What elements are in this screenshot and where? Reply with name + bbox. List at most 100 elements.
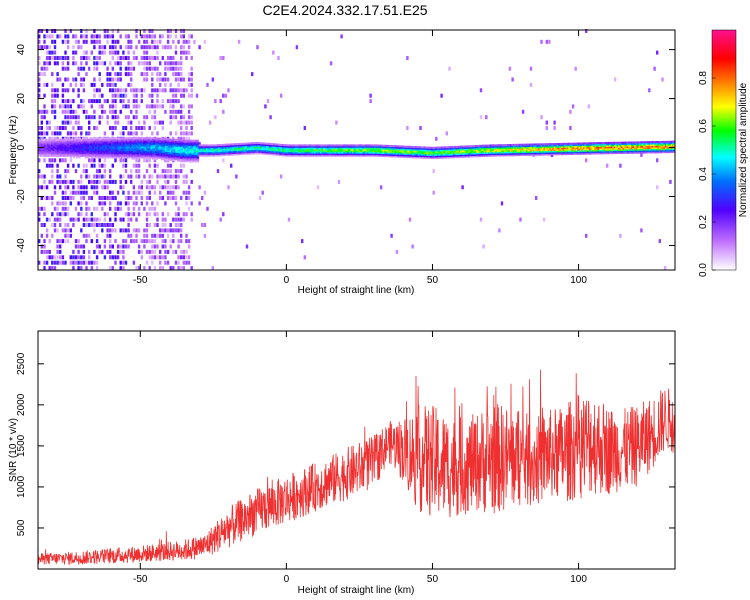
spectrogram-cell (106, 249, 109, 254)
spectrogram-ridge-cell (95, 138, 97, 141)
spectrogram-cell (169, 56, 172, 60)
spectrogram-ridge-cell (229, 146, 232, 149)
spectrogram-ridge-cell (463, 149, 465, 152)
spectrogram-ridge-cell (135, 143, 138, 146)
spectrogram-ridge-cell (200, 145, 202, 148)
spectrogram-cell (56, 212, 59, 217)
spectrogram-ridge-cell (416, 153, 419, 156)
spectrogram-ridge-cell (359, 151, 362, 154)
spectrogram-ridge-cell (384, 153, 387, 156)
spectrogram-ridge-cell (501, 144, 503, 147)
spectrogram-ridge-cell (89, 153, 91, 156)
spectrogram-ridge-cell (296, 150, 299, 153)
spectrogram-ridge-cell (531, 143, 534, 146)
spectrogram-cell (85, 260, 88, 265)
spectrogram-ridge-cell (70, 141, 72, 144)
spectrogram-cell (130, 131, 133, 136)
spectrogram-ridge-cell (533, 146, 536, 149)
spectrogram-cell (56, 88, 59, 93)
spectrogram-ridge-cell (377, 148, 379, 151)
spectrogram-cell (116, 115, 120, 120)
spectrogram-ridge-cell (138, 149, 141, 151)
spectrogram-cell (38, 260, 41, 265)
spectrogram-ridge-cell (485, 147, 487, 150)
spectrogram-ridge-cell (527, 145, 530, 148)
spectrogram-cell (166, 190, 170, 195)
spectrogram-ridge-cell (527, 150, 530, 153)
spectrogram-ridge-cell (248, 142, 251, 145)
spectrogram-ridge-cell (165, 151, 167, 154)
spectrogram-ridge-cell (114, 144, 116, 147)
spectrogram-ridge-cell (80, 153, 83, 156)
spectrogram-cell (151, 56, 154, 60)
spectrogram-ridge-cell (277, 146, 280, 149)
spectrogram-ridge-cell (460, 151, 462, 154)
spectrogram-ridge-cell (528, 146, 531, 149)
spectrogram-ridge-cell (42, 154, 45, 157)
spectrogram-cell (124, 72, 128, 77)
spectrogram-ridge-cell (131, 152, 134, 154)
spectrogram-ridge-cell (144, 138, 147, 141)
spectrogram-cell (172, 266, 175, 271)
spectrogram-ridge-cell (118, 156, 121, 159)
spectrogram-ridge-cell (39, 153, 42, 156)
spectrogram-cell (61, 206, 65, 211)
spectrogram-cell (135, 99, 138, 104)
spectrogram-ridge-cell (118, 138, 121, 141)
spectrogram-ridge-cell (435, 151, 438, 154)
spectrogram-ridge-cell (382, 152, 385, 155)
spectrogram-ridge-cell (238, 144, 240, 147)
spectrogram-cell (103, 174, 107, 179)
spectrogram-cell (164, 217, 167, 222)
spectrogram-ridge-cell (322, 150, 325, 153)
spectrogram-cell (43, 61, 46, 66)
spectrogram-ridge-cell (128, 147, 131, 150)
spectrogram-ridge-cell (419, 149, 422, 152)
spectrogram-ridge-cell (55, 141, 58, 144)
spectrogram-cell (38, 206, 41, 211)
spectrogram-ridge-cell (78, 146, 81, 149)
spectrogram-ridge-cell (309, 150, 312, 153)
spectrogram-ridge-cell (271, 153, 274, 156)
spectrogram-ridge-cell (239, 144, 242, 147)
spectrogram-ridge-cell (474, 153, 477, 156)
spectrogram-cell (95, 61, 99, 66)
spectrogram-ridge-cell (293, 148, 296, 151)
spectrogram-cell (164, 239, 167, 244)
spectrogram-ridge-cell (64, 154, 67, 157)
spectrogram-ridge-cell (504, 147, 506, 149)
spectrogram-cell (38, 174, 41, 179)
spectrogram-cell (93, 260, 96, 265)
spectrogram-ridge-cell (223, 154, 226, 157)
spectrogram-ridge-cell (122, 141, 125, 144)
spectrogram-ridge-cell (306, 150, 309, 153)
spectrogram-ridge-cell (257, 152, 259, 155)
spectrogram-ridge-cell (106, 149, 109, 151)
spectrogram-cell (174, 179, 178, 184)
spectrogram-ridge-cell (58, 147, 61, 150)
spectrogram-ridge-cell (189, 152, 192, 155)
spectrogram-cell (122, 228, 125, 233)
spectrogram-cell (148, 212, 151, 217)
spectrogram-ridge-cell (433, 157, 436, 159)
spectrogram-ridge-cell (105, 137, 107, 140)
spectrogram-ridge-cell (414, 152, 417, 154)
spectrogram-ridge-cell (89, 149, 91, 151)
spectrogram-ridge-cell (498, 154, 500, 157)
spectrogram-cell (45, 260, 49, 265)
spectrogram-ridge-cell (121, 153, 124, 156)
spectrogram-ridge-cell (225, 148, 227, 151)
spectrogram-cell (80, 212, 83, 217)
spectrogram-cell (43, 179, 46, 184)
spectrogram-ridge-cell (466, 145, 468, 148)
spectrogram-cell (59, 104, 62, 109)
spectrogram-ridge-cell (124, 150, 126, 153)
spectrogram-ridge-cell (206, 150, 208, 153)
spectrogram-ridge-cell (144, 149, 147, 151)
spectrogram-ridge-cell (195, 142, 198, 145)
spectrogram-ridge-cell (343, 148, 346, 151)
spectrogram-ridge-cell (433, 155, 436, 158)
spectrogram-cell (45, 109, 49, 114)
spectrogram-ridge-cell (68, 154, 71, 157)
spectrogram-ridge-cell (261, 143, 264, 146)
